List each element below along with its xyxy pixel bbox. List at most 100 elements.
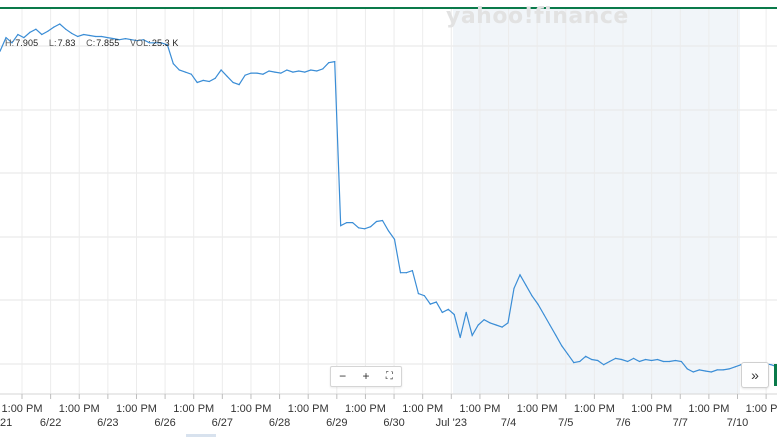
price-point [113, 38, 115, 40]
price-point [447, 308, 449, 310]
zoom-in-button[interactable]: + [362, 369, 370, 383]
x-tick-label: 7/4 [501, 417, 516, 429]
price-point [101, 35, 103, 38]
x-tick-label: 1:00 PM [59, 403, 100, 415]
x-tick-label: 1:00 PM [230, 403, 271, 415]
price-point [83, 33, 85, 36]
price-point [513, 287, 515, 289]
close-label: C: [86, 38, 96, 48]
price-point [346, 222, 348, 224]
x-tick-label: 1:00 PM [459, 403, 500, 415]
price-point [585, 355, 587, 357]
price-point [107, 37, 109, 39]
price-point [393, 238, 396, 240]
x-tick-label: 1:00 PM [116, 403, 157, 415]
price-point [89, 34, 91, 37]
price-point [41, 33, 43, 36]
price-point [340, 225, 342, 227]
x-tick-label: 7/7 [673, 417, 688, 429]
price-point [459, 336, 461, 339]
yahoo-finance-watermark: yahoo!finance [446, 4, 629, 29]
high-value: 7.905 [15, 38, 39, 48]
price-point [704, 370, 706, 372]
x-tick-label: 1:00 PM [688, 403, 729, 415]
price-point [310, 69, 312, 71]
price-point [453, 313, 455, 316]
price-point [11, 42, 13, 44]
volume-value: 25.3 K [151, 38, 179, 48]
price-point [722, 369, 724, 371]
price-point [770, 364, 772, 366]
price-point [47, 30, 49, 32]
price-point [381, 219, 384, 222]
price-point [615, 357, 617, 359]
price-point [507, 322, 509, 324]
x-tick-label: Jul '23 [436, 417, 467, 429]
price-point [118, 39, 121, 41]
price-point [292, 71, 294, 73]
price-point [286, 69, 288, 71]
price-point [417, 293, 419, 295]
price-point [154, 42, 156, 44]
price-point [537, 303, 539, 305]
x-tick-label: 1:00 PM [402, 403, 443, 415]
price-point [656, 358, 659, 361]
x-tick-label: 7/5 [558, 417, 573, 429]
price-point [160, 42, 162, 44]
close-value: 7.855 [96, 38, 120, 48]
top-border [0, 7, 777, 9]
price-point [495, 324, 497, 326]
price-point [35, 28, 37, 30]
price-point [465, 311, 467, 313]
price-point [95, 35, 97, 38]
price-point [358, 227, 360, 229]
scroll-indicator[interactable] [186, 434, 216, 437]
price-point [202, 79, 204, 81]
x-tick-label: 1:00 PM [517, 403, 558, 415]
price-point [23, 37, 25, 39]
price-point [148, 42, 150, 44]
price-point [710, 371, 712, 373]
price-point [214, 77, 216, 79]
price-point [734, 366, 736, 368]
volume-label: VOL: [129, 38, 151, 48]
x-tick-label: 6/30 [383, 417, 404, 429]
price-point [531, 295, 533, 297]
price-point [573, 362, 575, 364]
x-tick-label: 6/29 [326, 417, 347, 429]
price-point [423, 295, 425, 297]
zoom-out-button[interactable]: − [339, 369, 347, 383]
price-point [429, 303, 431, 305]
fullscreen-icon[interactable]: ⛶ [385, 371, 393, 382]
price-point [184, 71, 186, 73]
price-point [190, 73, 192, 75]
price-point [477, 324, 479, 326]
x-tick-label-cut: 21 [0, 417, 12, 429]
price-point [674, 359, 677, 362]
price-point [627, 360, 629, 363]
scroll-forward-button[interactable]: » [741, 362, 769, 388]
price-point [166, 44, 168, 46]
price-point [5, 37, 7, 39]
price-point [579, 360, 581, 363]
price-point [178, 69, 180, 71]
price-point [220, 69, 222, 71]
price-point [65, 28, 67, 30]
price-point [471, 334, 473, 336]
price-point [650, 359, 653, 362]
price-point [130, 39, 133, 41]
price-point [633, 357, 635, 359]
price-point [567, 353, 569, 355]
price-point [77, 35, 79, 38]
price-point [59, 23, 61, 25]
price-point [370, 226, 372, 228]
price-point [304, 71, 306, 73]
price-point [280, 72, 282, 74]
price-point [298, 70, 300, 72]
price-point [399, 272, 402, 274]
price-point [489, 322, 491, 324]
x-tick-label: 1:00 PM [288, 403, 329, 415]
price-point [0, 50, 1, 52]
